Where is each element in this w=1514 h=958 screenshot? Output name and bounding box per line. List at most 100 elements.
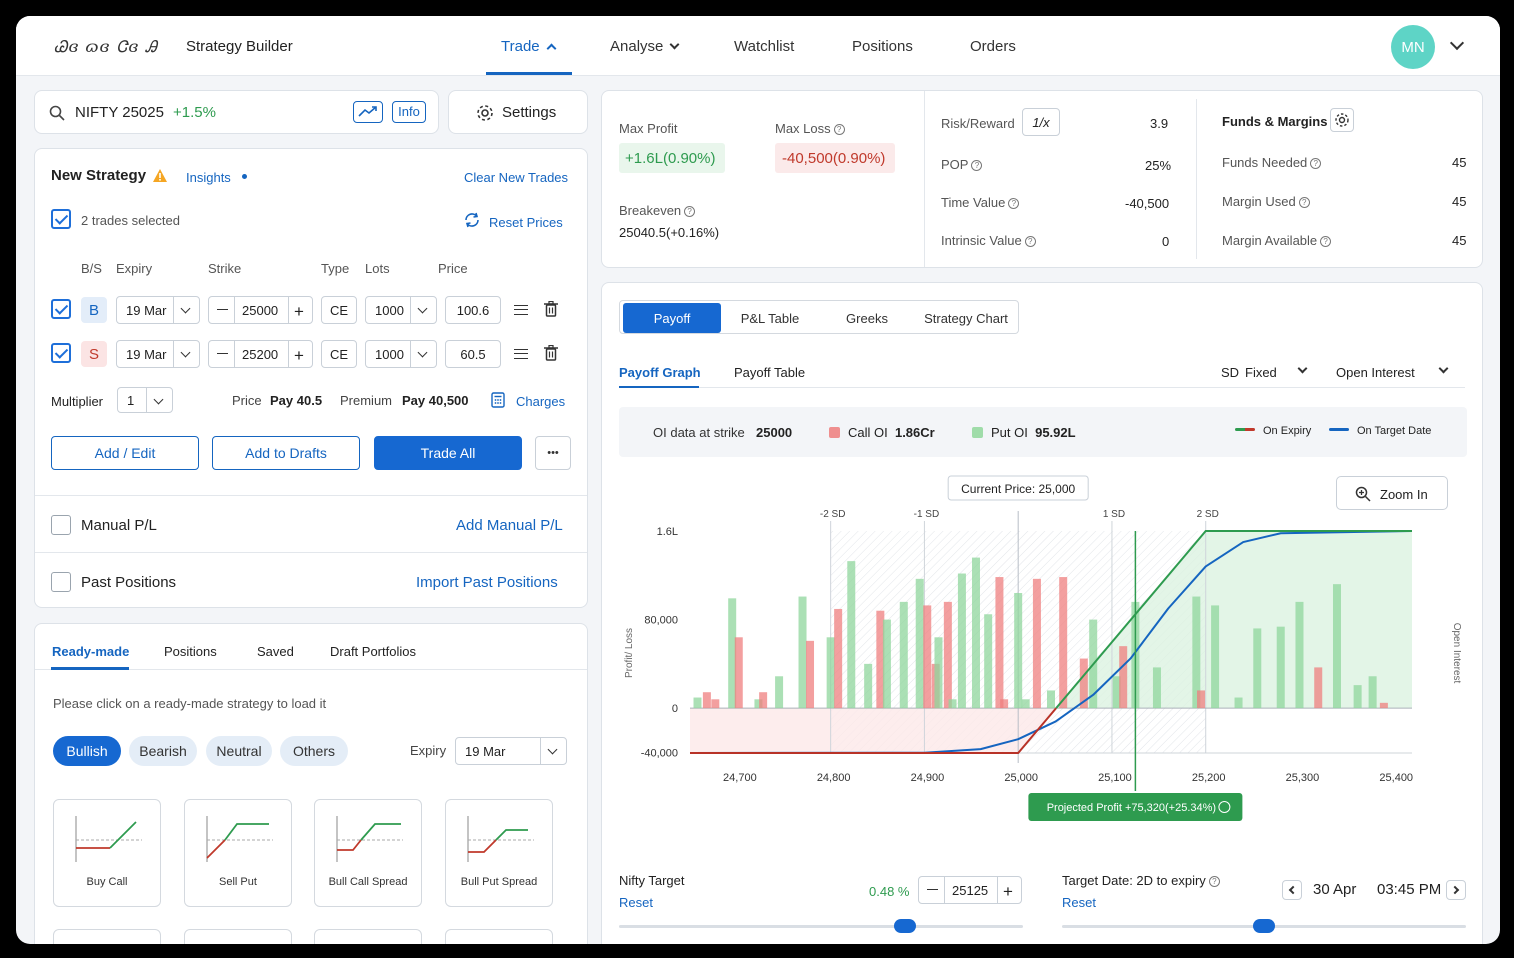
strategy-tile-bull-put-spread[interactable]: Bull Put Spread xyxy=(445,799,553,907)
nav-orders[interactable]: Orders xyxy=(970,38,1016,55)
funds-needed-value: 45 xyxy=(1452,155,1467,170)
chart-card: Payoff P&L Table Greeks Strategy Chart P… xyxy=(601,282,1483,944)
minus-icon[interactable] xyxy=(927,889,938,890)
strike-stepper[interactable]: 25200 + xyxy=(208,340,313,368)
add-to-drafts-button[interactable]: Add to Drafts xyxy=(212,436,360,470)
minus-icon[interactable] xyxy=(217,353,228,354)
call-oi-bar xyxy=(995,577,1004,709)
next-date-button[interactable] xyxy=(1446,880,1466,900)
tile-label: Sell Put xyxy=(219,876,257,888)
trade-all-button[interactable]: Trade All xyxy=(374,436,522,470)
tab-strategy-chart[interactable]: Strategy Chart xyxy=(924,310,1008,326)
payoff-chart[interactable]: -2 SD -1 SD 1 SD 2 SD Current Price: 25,000 1… xyxy=(602,473,1482,843)
option-type-ce[interactable]: CE xyxy=(321,296,357,324)
lots-select[interactable]: 1000 xyxy=(365,296,437,324)
select-all-checkbox[interactable] xyxy=(51,209,71,229)
nav-analyse[interactable]: Analyse xyxy=(610,38,680,55)
target-slider-track[interactable] xyxy=(619,925,1023,928)
zoom-in-button[interactable]: Zoom In xyxy=(1336,476,1448,510)
filter-others[interactable]: Others xyxy=(280,736,348,766)
clear-new-trades-link[interactable]: Clear New Trades xyxy=(464,170,569,185)
settings-button[interactable]: Settings xyxy=(448,90,588,134)
nav-positions[interactable]: Positions xyxy=(852,38,913,55)
trash-icon[interactable] xyxy=(544,301,558,317)
top-navbar: Ꮚɞ ɷɞ Ꮳɞ Ꭿ Strategy Builder Trade Analys… xyxy=(16,16,1500,76)
chart-toggle-button[interactable] xyxy=(353,101,383,123)
strike-stepper[interactable]: 25000 + xyxy=(208,296,313,324)
tab-positions[interactable]: Positions xyxy=(164,644,217,659)
tab-readymade[interactable]: Ready-made xyxy=(52,644,130,659)
call-oi-bar xyxy=(876,610,885,709)
subtab-payoff-table[interactable]: Payoff Table xyxy=(734,365,806,380)
expiry-select[interactable]: 19 Mar xyxy=(116,340,200,368)
add-edit-button[interactable]: Add / Edit xyxy=(51,436,199,470)
tab-saved[interactable]: Saved xyxy=(257,644,294,659)
menu-icon[interactable] xyxy=(514,349,528,359)
put-oi-bar xyxy=(1295,601,1304,709)
add-manual-pl-link[interactable]: Add Manual P/L xyxy=(456,517,563,534)
prev-date-button[interactable] xyxy=(1282,880,1302,900)
risk-reward-toggle[interactable]: 1/x xyxy=(1022,108,1060,136)
price-label: Price xyxy=(232,393,262,408)
buy-badge[interactable]: B xyxy=(81,297,107,323)
readymade-expiry-select[interactable]: 19 Mar xyxy=(455,737,567,765)
chevron-down-icon xyxy=(410,297,436,323)
plus-icon[interactable]: + xyxy=(294,346,304,365)
warning-icon xyxy=(153,169,167,182)
date-slider-handle[interactable] xyxy=(1253,919,1275,933)
trash-icon[interactable] xyxy=(544,345,558,361)
filter-bearish[interactable]: Bearish xyxy=(129,736,197,766)
strategy-tile-buy-call[interactable]: Buy Call xyxy=(53,799,161,907)
tab-pl-table[interactable]: P&L Table xyxy=(740,310,800,326)
reset-prices-link[interactable]: Reset Prices xyxy=(489,215,563,230)
trade-checkbox[interactable] xyxy=(51,299,71,319)
plus-icon[interactable]: + xyxy=(1003,882,1013,901)
oi-select[interactable]: Open Interest xyxy=(1336,363,1456,383)
expiry-select[interactable]: 19 Mar xyxy=(116,296,200,324)
trade-checkbox[interactable] xyxy=(51,343,71,363)
account-menu-chevron-icon[interactable] xyxy=(1444,35,1465,56)
option-type-ce[interactable]: CE xyxy=(321,340,357,368)
info-button[interactable]: Info xyxy=(392,101,426,123)
tab-payoff[interactable]: Payoff xyxy=(623,303,721,333)
tab-greeks[interactable]: Greeks xyxy=(846,310,888,326)
funds-settings-button[interactable] xyxy=(1330,108,1354,132)
target-reset-link[interactable]: Reset xyxy=(619,895,653,910)
price-input[interactable]: 60.5 xyxy=(445,340,501,368)
subtab-payoff-graph[interactable]: Payoff Graph xyxy=(619,365,701,380)
put-oi-bar xyxy=(728,598,737,709)
strategy-tile[interactable] xyxy=(184,929,292,944)
charges-link[interactable]: Charges xyxy=(516,394,566,409)
minus-icon[interactable] xyxy=(217,309,228,310)
sd-select[interactable]: SD Fixed xyxy=(1221,363,1311,383)
strategy-tile-sell-put[interactable]: Sell Put xyxy=(184,799,292,907)
import-past-positions-link[interactable]: Import Past Positions xyxy=(416,574,558,591)
filter-bullish[interactable]: Bullish xyxy=(53,736,121,766)
filter-neutral[interactable]: Neutral xyxy=(206,736,272,766)
strategy-tile[interactable] xyxy=(314,929,422,944)
past-positions-checkbox[interactable] xyxy=(51,572,71,592)
strategy-tile[interactable] xyxy=(53,929,161,944)
menu-icon[interactable] xyxy=(514,305,528,315)
sell-badge[interactable]: S xyxy=(81,341,107,367)
manual-pl-checkbox[interactable] xyxy=(51,515,71,535)
strategy-tile[interactable] xyxy=(445,929,553,944)
nav-trade[interactable]: Trade xyxy=(501,38,557,55)
multiplier-select[interactable]: 1 xyxy=(117,387,173,413)
user-avatar[interactable]: MN xyxy=(1391,25,1435,69)
tab-draft-portfolios[interactable]: Draft Portfolios xyxy=(330,644,416,659)
more-options-button[interactable]: ••• xyxy=(535,436,571,470)
target-date-label: Target Date: 2D to expiry? xyxy=(1062,873,1220,888)
date-reset-link[interactable]: Reset xyxy=(1062,895,1096,910)
symbol-search[interactable]: NIFTY 25025 +1.5% Info xyxy=(34,90,439,134)
nav-watchlist[interactable]: Watchlist xyxy=(734,38,795,55)
lots-select[interactable]: 1000 xyxy=(365,340,437,368)
strategy-tile-bull-call-spread[interactable]: Bull Call Spread xyxy=(314,799,422,907)
insights-link[interactable]: Insights xyxy=(186,170,231,185)
target-slider-handle[interactable] xyxy=(894,919,917,933)
target-stepper[interactable]: 25125 + xyxy=(918,876,1022,904)
plus-icon[interactable]: + xyxy=(294,302,304,321)
price-input[interactable]: 100.6 xyxy=(445,296,501,324)
expiry-line-profit xyxy=(1055,530,1412,709)
brand-logo[interactable]: Ꮚɞ ɷɞ Ꮳɞ Ꭿ xyxy=(54,34,174,58)
